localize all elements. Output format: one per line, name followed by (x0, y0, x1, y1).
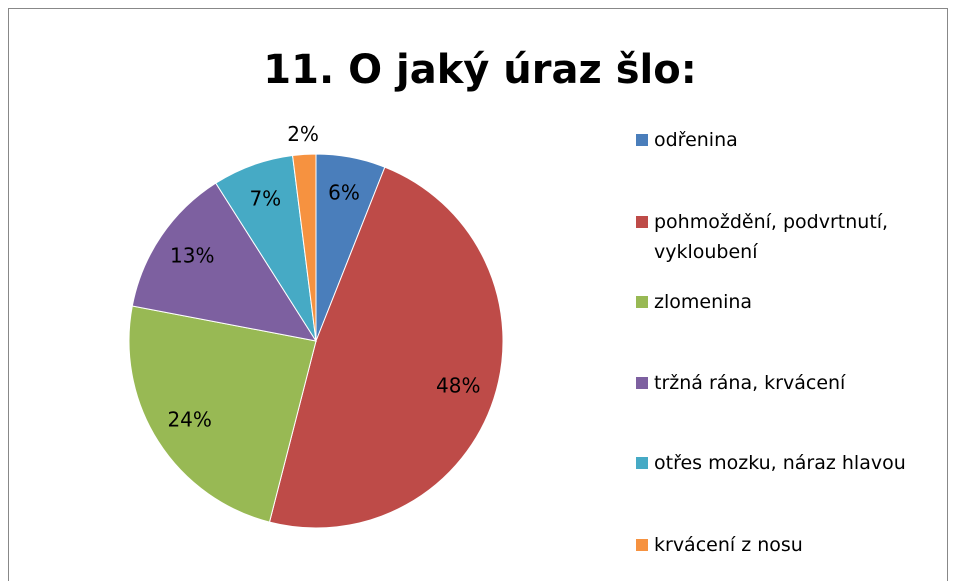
legend-label: otřes mozku, náraz hlavou (654, 452, 906, 474)
legend-item: odřenina (636, 125, 946, 155)
legend-label: krvácení z nosu (654, 534, 803, 556)
legend-item: krvácení z nosu (636, 530, 946, 560)
legend-swatch (636, 296, 648, 308)
legend-item: pohmoždění, podvrtnutí, vykloubení (636, 207, 946, 267)
data-label: 48% (436, 374, 480, 398)
legend-item: tržná rána, krvácení (636, 368, 946, 398)
legend-swatch (636, 377, 648, 389)
pie-slice (268, 166, 504, 529)
legend-swatch (636, 134, 648, 146)
legend-label: odřenina (654, 129, 738, 151)
legend-item: otřes mozku, náraz hlavou (636, 448, 946, 478)
pie-slice (131, 182, 318, 342)
legend-item: zlomenina (636, 287, 946, 317)
data-label: 24% (167, 408, 211, 432)
legend-label: pohmoždění, podvrtnutí, vykloubení (654, 211, 889, 263)
data-label: 13% (170, 243, 214, 267)
legend-label: zlomenina (654, 291, 753, 313)
pie-slice (292, 153, 317, 342)
pie-slice (128, 305, 317, 523)
chart-title: 11. O jaký úraz šlo: (263, 47, 696, 93)
data-label: 7% (249, 187, 281, 211)
legend-swatch (636, 457, 648, 469)
legend-swatch (636, 539, 648, 551)
data-label: 2% (287, 122, 319, 146)
legend-label: tržná rána, krvácení (654, 372, 846, 394)
legend-swatch (636, 216, 648, 228)
data-label: 6% (328, 181, 360, 205)
